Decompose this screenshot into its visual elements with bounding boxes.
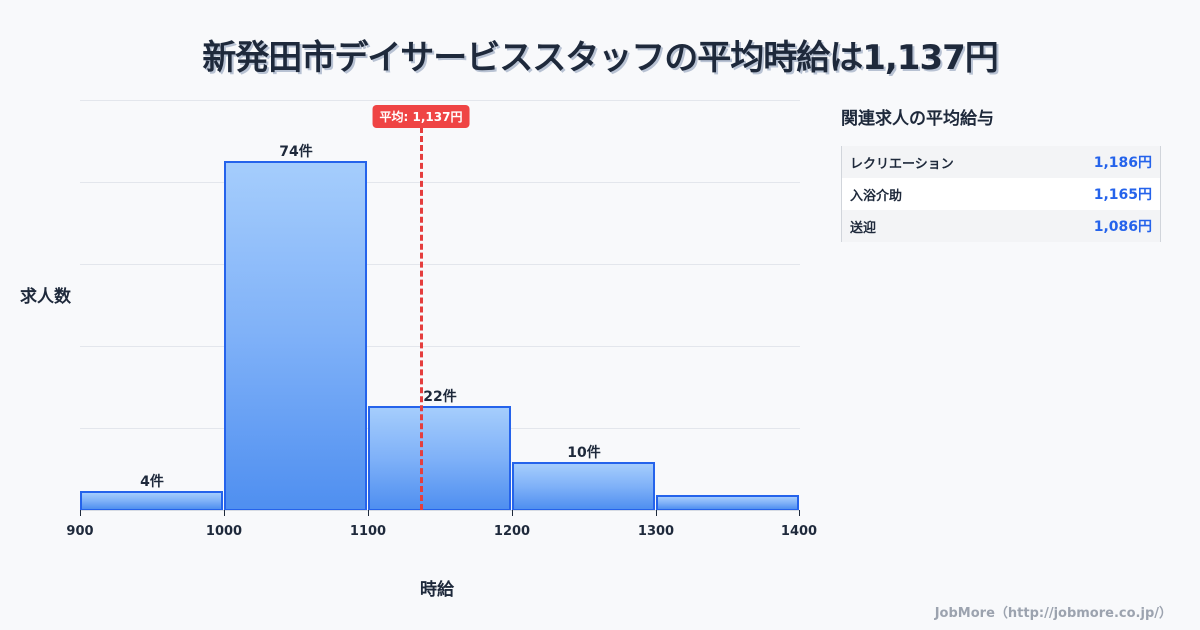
x-tick-label: 1400 — [780, 524, 818, 539]
x-tick-label: 1200 — [493, 524, 531, 539]
average-line — [420, 127, 423, 510]
x-axis-label: 時給 — [420, 580, 454, 600]
x-tick-label: 1300 — [637, 524, 675, 539]
bar-value-label: 4件 — [140, 474, 164, 490]
related-job-row: 送迎 1,086円 — [842, 210, 1160, 242]
histogram-bar-1200-1300 — [512, 462, 655, 511]
page-title: 新発田市デイサービススタッフの平均時給は1,137円 — [202, 38, 999, 78]
related-jobs-table: レクリエーション 1,186円 入浴介助 1,165円 送迎 1,086円 — [841, 146, 1161, 242]
gridline — [80, 100, 800, 101]
x-tick — [512, 510, 513, 516]
gridline — [80, 182, 800, 183]
related-job-name: 入浴介助 — [850, 188, 903, 204]
average-badge: 平均: 1,137円 — [372, 105, 470, 128]
x-tick-label: 1100 — [349, 524, 387, 539]
x-tick-label: 900 — [66, 524, 94, 539]
related-job-wage: 1,186円 — [1093, 155, 1152, 171]
related-job-name: レクリエーション — [850, 156, 954, 172]
x-tick — [799, 510, 800, 516]
x-tick-label: 1000 — [205, 524, 243, 539]
related-job-row: レクリエーション 1,186円 — [842, 146, 1160, 178]
histogram-bar-1100-1200 — [368, 406, 511, 511]
related-job-name: 送迎 — [850, 220, 877, 236]
x-tick — [656, 510, 657, 516]
histogram-chart: 4件 74件 22件 10件 900 1000 1100 1200 1300 1… — [20, 100, 818, 600]
x-tick — [368, 510, 369, 516]
x-tick — [224, 510, 225, 516]
x-tick — [80, 510, 81, 516]
related-job-wage: 1,165円 — [1093, 187, 1152, 203]
bar-value-label: 74件 — [279, 144, 313, 160]
related-job-wage: 1,086円 — [1093, 219, 1152, 235]
y-axis-label: 求人数 — [20, 287, 71, 307]
gridline — [80, 264, 800, 265]
related-job-row: 入浴介助 1,165円 — [842, 178, 1160, 210]
histogram-bar-1000-1100 — [224, 161, 367, 511]
bar-value-label: 22件 — [423, 389, 457, 405]
bar-value-label: 10件 — [567, 445, 601, 461]
histogram-bar-900-1000 — [80, 491, 223, 511]
gridline — [80, 346, 800, 347]
related-jobs-title: 関連求人の平均給与 — [841, 109, 994, 129]
footer-credit: JobMore（http://jobmore.co.jp/） — [934, 606, 1172, 621]
histogram-bar-1300-1400 — [656, 495, 799, 511]
x-axis-line — [80, 510, 800, 511]
